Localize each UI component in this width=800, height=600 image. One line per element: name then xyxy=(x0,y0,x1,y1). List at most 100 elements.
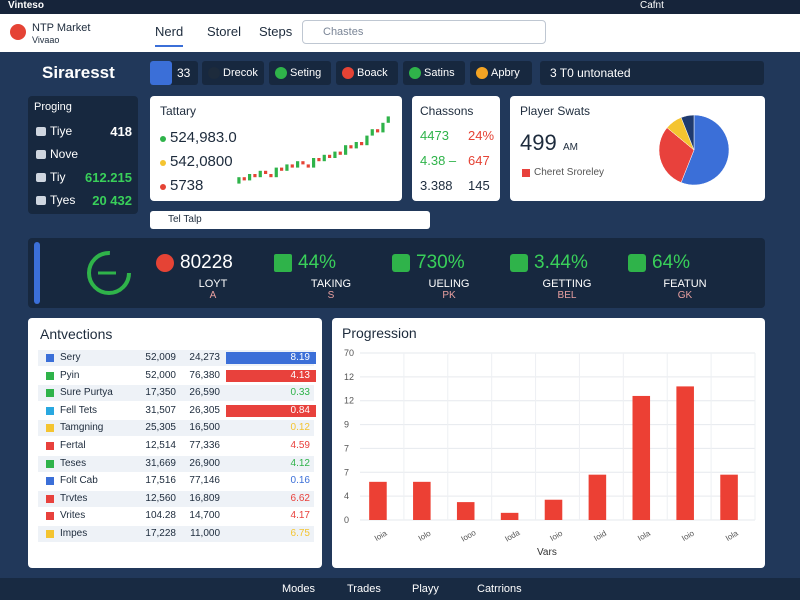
filter-dropdown[interactable]: Tel Talp xyxy=(150,211,430,229)
y-tick-label: 12 xyxy=(344,372,354,382)
row-b: 26,305 xyxy=(189,404,220,416)
ticker-chart xyxy=(237,116,390,184)
change-value: 4.38 – xyxy=(420,153,457,168)
candle xyxy=(381,122,385,133)
summary-icon xyxy=(36,173,46,182)
candle xyxy=(365,135,369,146)
button-icon xyxy=(275,67,287,79)
ticker-title: Tattary xyxy=(160,104,197,118)
candle xyxy=(322,154,326,162)
kpi-strip: 80228 LOYT A 44% TAKING S 730% UELING PK 3.44% GET… xyxy=(28,238,765,308)
y-tick-label: 7 xyxy=(344,467,349,477)
nav-tab[interactable]: Steps xyxy=(259,24,293,39)
kpi-sub: GK xyxy=(677,290,693,301)
footer-link[interactable]: Playy xyxy=(412,583,439,595)
kpi-icon xyxy=(510,254,528,272)
candle xyxy=(386,116,390,123)
candle xyxy=(360,142,364,146)
row-a: 31,507 xyxy=(145,404,176,416)
button-icon xyxy=(476,67,488,79)
summary-icon xyxy=(36,127,46,136)
candle xyxy=(333,151,337,158)
bar xyxy=(676,386,694,520)
player-unit: AM xyxy=(563,142,578,153)
row-a: 17,228 xyxy=(145,528,176,539)
candle xyxy=(237,177,241,184)
row-swatch xyxy=(46,512,54,521)
row-v: 8.19 xyxy=(290,352,310,363)
summary-value: 612.215 xyxy=(85,170,132,185)
change-value: 4473 xyxy=(420,128,449,143)
dropdown[interactable]: 3 T0 untonated xyxy=(540,61,764,85)
bar xyxy=(720,474,738,520)
kpi-value: 730% xyxy=(416,252,465,273)
footer-link[interactable]: Catrrions xyxy=(477,583,522,595)
candle xyxy=(354,142,358,149)
row-name: Tamgning xyxy=(60,422,104,434)
quote-value: 5738 xyxy=(170,177,204,194)
x-tick-label: Ioio xyxy=(548,528,564,543)
row-name: Fell Tets xyxy=(60,404,98,416)
toolbar-button[interactable]: Satins xyxy=(403,61,465,85)
candle xyxy=(264,170,268,174)
row-v: 6.62 xyxy=(290,492,310,504)
row-bg xyxy=(38,420,314,437)
button-label: Apbry xyxy=(491,67,520,79)
candle xyxy=(344,145,348,155)
candle xyxy=(280,167,284,171)
row-v: 4.12 xyxy=(290,457,310,469)
count-button[interactable]: 33 xyxy=(150,61,198,85)
x-tick-label: Ioda xyxy=(503,528,521,544)
bar xyxy=(369,481,387,520)
kpi-label: GETTING xyxy=(542,278,592,290)
user[interactable]: Cafnt xyxy=(640,0,664,11)
change-value: 145 xyxy=(468,178,490,193)
kpi-icon xyxy=(274,254,292,272)
kpi-value: 3.44% xyxy=(534,252,588,273)
y-tick-label: 9 xyxy=(344,420,349,430)
summary-value: 20 432 xyxy=(92,193,132,208)
toolbar-button[interactable]: Apbry xyxy=(470,61,532,85)
row-swatch xyxy=(46,530,54,538)
kpi-sub: S xyxy=(327,290,335,301)
row-v: 0.16 xyxy=(290,475,310,487)
x-tick-label: Ioio xyxy=(680,528,696,543)
row-b: 16,500 xyxy=(189,422,220,434)
footer-link[interactable]: Modes xyxy=(282,583,316,595)
footer-link[interactable]: Trades xyxy=(347,583,381,595)
row-v: 4.17 xyxy=(290,510,310,522)
toolbar-button[interactable]: Seting xyxy=(269,61,331,85)
nav-tab[interactable]: Storel xyxy=(207,24,241,39)
app-title: Vinteso xyxy=(8,0,44,11)
pie-chart xyxy=(658,114,730,186)
gauge-icon xyxy=(87,251,131,295)
row-swatch xyxy=(46,442,54,450)
candle xyxy=(328,154,332,158)
search-box[interactable]: Chastes xyxy=(302,20,546,44)
toolbar-button[interactable]: Drecok xyxy=(202,61,264,85)
toolbar-button[interactable]: Boack xyxy=(336,61,398,85)
row-a: 25,305 xyxy=(145,422,176,434)
player-card: Player Swats 499 AM Cheret Sroreley xyxy=(510,96,765,201)
y-tick-label: 70 xyxy=(344,348,354,358)
row-a: 52,000 xyxy=(145,369,176,381)
candle xyxy=(258,170,262,178)
bar xyxy=(544,499,563,520)
bar xyxy=(456,502,475,520)
row-bg xyxy=(38,526,314,542)
table-card: Antvections Sery 52,009 24,273 8.19 Pyin 52,0… xyxy=(28,318,322,568)
summary-label: Tyes xyxy=(50,193,76,207)
quote-dot xyxy=(160,160,166,166)
kpi-label: TAKING xyxy=(310,278,352,290)
y-tick-label: 4 xyxy=(344,491,349,501)
top-bar: Vinteso Cafnt xyxy=(0,0,800,14)
x-tick-label: Iola xyxy=(636,528,652,543)
x-tick-label: Iooo xyxy=(459,528,477,544)
row-bg xyxy=(38,490,314,507)
candle xyxy=(376,129,380,133)
heading: Siraresst xyxy=(42,63,115,82)
nav-tab[interactable]: Nerd xyxy=(155,24,184,47)
kpi-label: LOYT xyxy=(198,278,228,290)
row-highlight xyxy=(226,404,316,417)
